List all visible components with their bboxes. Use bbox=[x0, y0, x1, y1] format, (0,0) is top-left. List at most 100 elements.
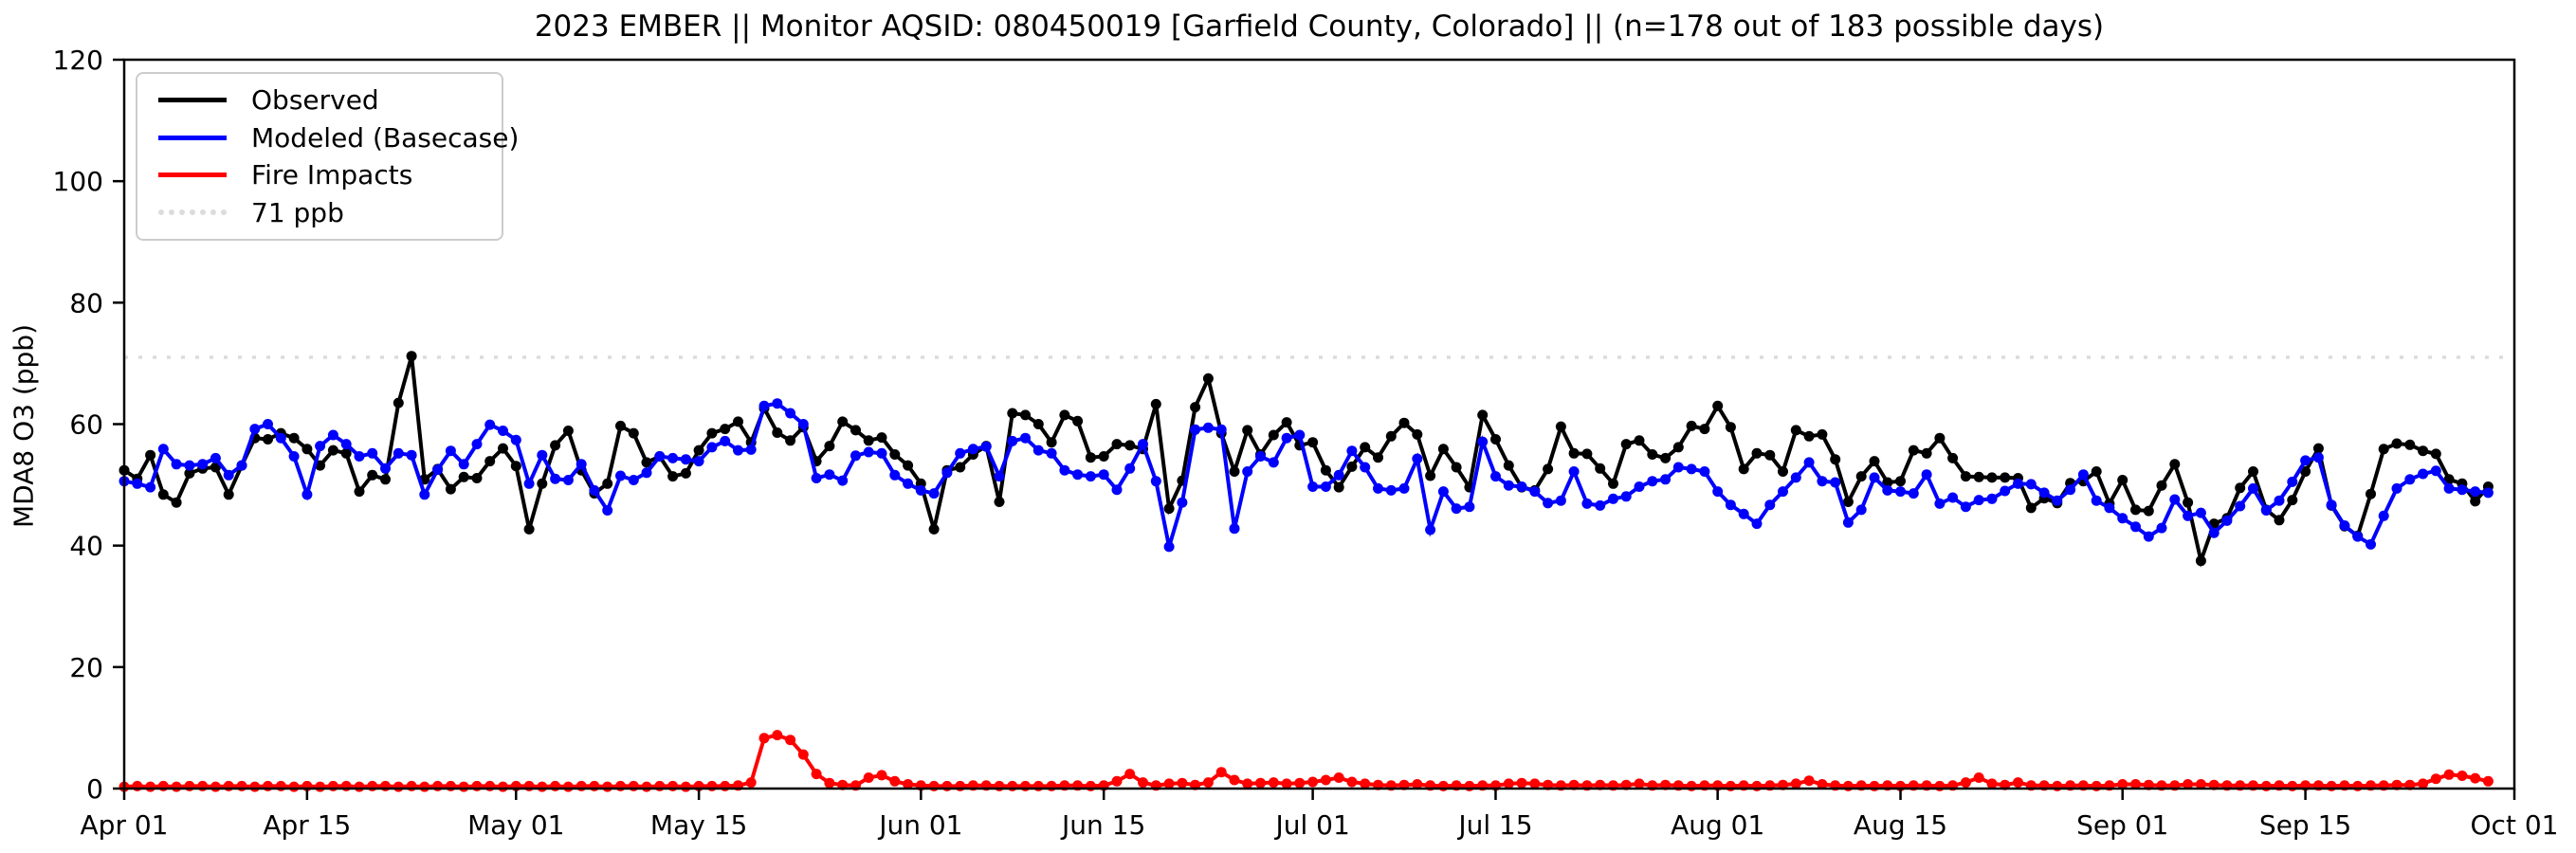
data-point bbox=[1790, 778, 1801, 789]
data-point bbox=[1098, 469, 1109, 481]
data-point bbox=[1150, 398, 1161, 409]
data-point bbox=[1842, 497, 1854, 507]
data-point bbox=[1346, 461, 1358, 472]
data-point bbox=[1255, 777, 1266, 789]
data-point bbox=[928, 523, 940, 535]
data-point bbox=[1543, 498, 1554, 509]
data-point bbox=[2038, 487, 2050, 499]
data-point bbox=[1973, 471, 1984, 482]
data-point bbox=[1150, 476, 1161, 487]
data-point bbox=[301, 489, 313, 500]
data-point bbox=[772, 398, 783, 409]
data-point bbox=[1503, 778, 1514, 789]
data-point bbox=[2195, 507, 2206, 518]
data-point bbox=[2430, 465, 2441, 477]
data-point bbox=[889, 469, 901, 481]
data-point bbox=[1620, 491, 1632, 502]
data-point bbox=[1973, 495, 1984, 506]
data-point bbox=[1059, 409, 1070, 421]
x-tick-label: Jul 01 bbox=[1273, 809, 1349, 841]
data-point bbox=[680, 781, 691, 792]
data-point bbox=[1268, 777, 1279, 789]
data-point bbox=[1738, 463, 1749, 475]
data-point bbox=[2065, 484, 2076, 496]
data-point bbox=[2052, 495, 2063, 506]
data-point bbox=[1307, 776, 1319, 788]
data-point bbox=[1869, 456, 1880, 467]
data-point bbox=[2117, 513, 2128, 524]
data-point bbox=[1764, 449, 1776, 461]
data-point bbox=[445, 483, 456, 495]
data-point bbox=[811, 769, 822, 780]
data-point bbox=[2117, 475, 2128, 485]
data-point bbox=[197, 459, 209, 470]
legend-box: Observed Modeled (Basecase) Fire Impacts… bbox=[136, 72, 519, 241]
data-point bbox=[785, 435, 796, 446]
data-point bbox=[1790, 472, 1801, 483]
data-point bbox=[641, 781, 652, 792]
data-point bbox=[1543, 463, 1554, 475]
y-tick-label: 40 bbox=[69, 531, 103, 562]
data-point bbox=[275, 432, 286, 444]
data-point bbox=[1581, 448, 1593, 460]
data-point bbox=[772, 427, 783, 438]
data-point bbox=[1921, 447, 1932, 459]
threshold-line-sample bbox=[158, 209, 227, 216]
data-point bbox=[1320, 774, 1331, 786]
data-point bbox=[510, 461, 521, 472]
x-tick-label: Aug 01 bbox=[1671, 809, 1764, 841]
data-point bbox=[1229, 523, 1240, 535]
data-point bbox=[484, 419, 496, 430]
data-point bbox=[850, 425, 861, 436]
data-point bbox=[1281, 417, 1292, 428]
data-point bbox=[523, 478, 535, 489]
data-point bbox=[2274, 515, 2285, 526]
data-point bbox=[354, 781, 365, 792]
data-point bbox=[1425, 524, 1436, 535]
data-point bbox=[1712, 400, 1724, 411]
data-point bbox=[263, 434, 273, 445]
data-point bbox=[2404, 474, 2416, 485]
data-point bbox=[2470, 486, 2481, 498]
data-point bbox=[1294, 429, 1306, 441]
data-point bbox=[2248, 466, 2258, 477]
data-point bbox=[1451, 462, 1462, 473]
data-point bbox=[406, 449, 417, 461]
data-point bbox=[2430, 448, 2441, 460]
data-point bbox=[1307, 437, 1319, 448]
data-point bbox=[1268, 429, 1279, 441]
data-point bbox=[484, 456, 496, 467]
data-point bbox=[641, 457, 652, 468]
data-point bbox=[1672, 442, 1684, 453]
data-point bbox=[1817, 779, 1828, 789]
data-point bbox=[994, 497, 1005, 507]
data-point bbox=[2312, 452, 2324, 463]
data-point bbox=[758, 400, 770, 411]
data-point bbox=[145, 481, 156, 493]
data-point bbox=[471, 473, 483, 483]
data-point bbox=[1778, 486, 1788, 498]
data-point bbox=[2366, 488, 2376, 499]
data-point bbox=[2482, 487, 2494, 499]
data-point bbox=[1960, 777, 1971, 789]
data-point bbox=[667, 471, 679, 482]
data-point bbox=[2378, 510, 2389, 521]
data-point bbox=[1385, 430, 1397, 442]
data-point bbox=[1817, 476, 1828, 487]
data-point bbox=[327, 445, 338, 456]
data-point bbox=[1373, 482, 1383, 494]
data-point bbox=[1608, 478, 1618, 489]
data-point bbox=[693, 456, 704, 467]
data-point bbox=[1855, 471, 1867, 482]
data-point bbox=[602, 478, 613, 489]
data-point bbox=[1412, 779, 1423, 789]
data-point bbox=[706, 442, 718, 453]
data-point bbox=[615, 420, 626, 431]
x-tick-label: Aug 15 bbox=[1854, 809, 1947, 841]
data-point bbox=[797, 419, 809, 429]
data-point bbox=[1503, 480, 1514, 491]
data-point bbox=[2143, 531, 2154, 542]
data-point bbox=[903, 478, 914, 489]
data-point bbox=[1699, 466, 1710, 477]
data-point bbox=[1385, 484, 1397, 496]
